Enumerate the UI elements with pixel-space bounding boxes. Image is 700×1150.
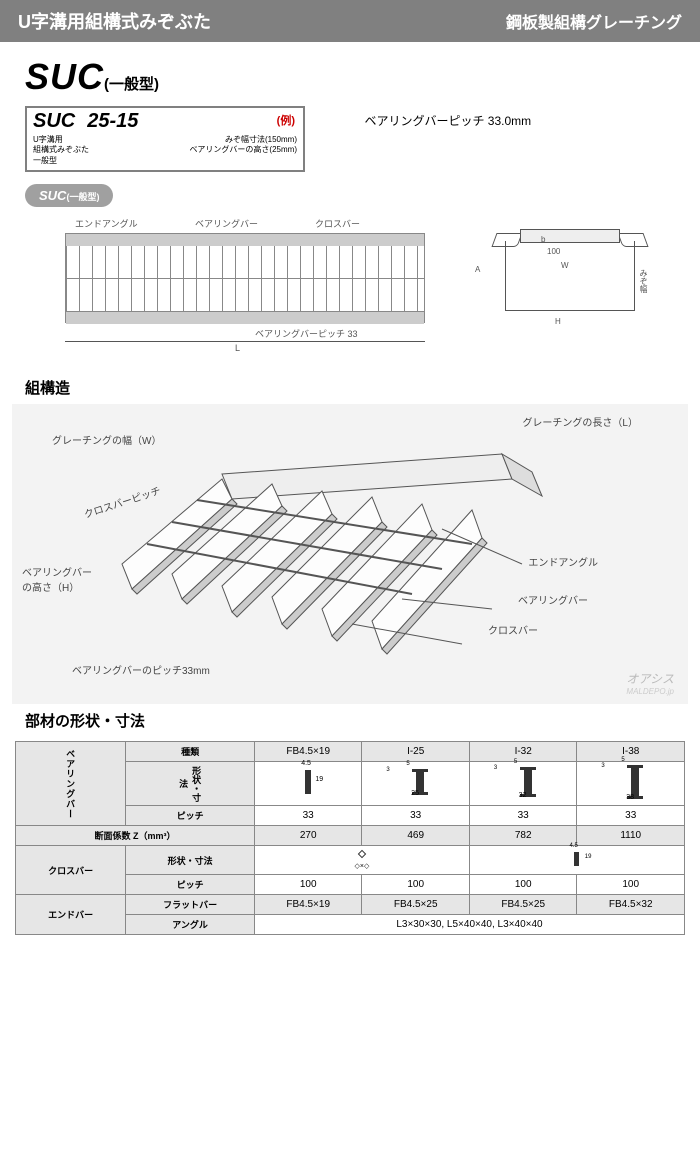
- fb-1: FB4.5×25: [362, 895, 470, 915]
- lbl-b: b: [541, 235, 545, 244]
- top-diagram: エンドアングル ベアリングバー クロスバー ベアリングバーピッチ 33 L A …: [25, 211, 675, 361]
- product-sub: (一般型): [104, 76, 159, 93]
- sm-3: 1110: [577, 826, 685, 846]
- col-pitch-b: ピッチ: [126, 806, 255, 826]
- col-sectmod: 断面係数 Z（mm³）: [16, 826, 255, 846]
- section-structure: 組構造: [0, 371, 700, 404]
- code-desc-left: U字溝用 組構式みぞぶた 一般型: [33, 135, 89, 166]
- section-spec: 部材の形状・寸法: [0, 704, 700, 737]
- grating-top-view: [65, 233, 425, 323]
- lbl-bearing: ベアリングバー: [195, 217, 258, 230]
- shape-2: 53 32: [469, 762, 577, 806]
- product-main: SUC: [25, 56, 104, 97]
- rh-cross: クロスバー: [16, 846, 126, 895]
- header-left: U字溝用組構式みぞぶた: [18, 8, 211, 34]
- code-desc-r1: みぞ幅寸法(150mm): [189, 135, 297, 145]
- iso-lbl-bearingh: ベアリングバー の高さ（H）: [22, 564, 92, 594]
- rh-end: エンドバー: [16, 895, 126, 935]
- badge-text: SUC: [39, 188, 66, 203]
- badge-sub: (一般型): [66, 192, 99, 202]
- lbl-L: L: [235, 343, 240, 353]
- cross-shape-2: [469, 846, 684, 875]
- cp-1: 100: [362, 875, 470, 895]
- sm-1: 469: [362, 826, 470, 846]
- code-example: (例): [277, 112, 295, 128]
- watermark: オアシス MALDEPO.jp: [626, 670, 674, 696]
- code-suc: SUC: [33, 110, 75, 133]
- bp-1: 33: [362, 806, 470, 826]
- type-2: I-32: [469, 742, 577, 762]
- iso-lbl-length: グレーチングの長さ（L）: [522, 414, 638, 429]
- product-title: SUC(一般型): [0, 42, 700, 106]
- code-num: 25-15: [87, 110, 138, 133]
- col-type: 種類: [126, 742, 255, 762]
- sm-0: 270: [254, 826, 362, 846]
- bp-3: 33: [577, 806, 685, 826]
- cross-shape-1: ◇×◇: [254, 846, 469, 875]
- bp-2: 33: [469, 806, 577, 826]
- iso-grating: [102, 444, 562, 684]
- col-shape-c: 形状・寸法: [126, 846, 255, 875]
- code-box: (例) SUC 25-15 U字溝用 組構式みぞぶた 一般型 みぞ幅寸法(150…: [25, 106, 305, 172]
- col-pitch-c: ピッチ: [126, 875, 255, 895]
- lbl-mizo: みぞ幅: [638, 269, 649, 293]
- shape-1: 53 25: [362, 762, 470, 806]
- col-flat: フラットバー: [126, 895, 255, 915]
- header-bar: U字溝用組構式みぞぶた 鋼板製組構グレーチング: [0, 0, 700, 42]
- iso-diagram: グレーチングの幅（W） グレーチングの長さ（L） クロスバーピッチ ベアリングバ…: [12, 404, 688, 704]
- shape-3: 53 38: [577, 762, 685, 806]
- lbl-100: 100: [547, 247, 560, 256]
- type-0: FB4.5×19: [254, 742, 362, 762]
- fb-0: FB4.5×19: [254, 895, 362, 915]
- cp-0: 100: [254, 875, 362, 895]
- lbl-H: H: [555, 317, 561, 326]
- badge: SUC(一般型): [25, 184, 113, 207]
- spec-table: ベアリングバー 種類 FB4.5×19 I-25 I-32 I-38 形状・寸法…: [15, 741, 685, 935]
- rh-bearing: ベアリングバー: [16, 742, 126, 826]
- lbl-pitch33: ベアリングバーピッチ 33: [255, 327, 358, 340]
- lbl-endangle: エンドアングル: [75, 217, 138, 230]
- lbl-A: A: [475, 265, 480, 274]
- bp-0: 33: [254, 806, 362, 826]
- watermark-sub: MALDEPO.jp: [626, 687, 674, 696]
- angle-val: L3×30×30, L5×40×40, L3×40×40: [254, 915, 684, 935]
- cp-3: 100: [577, 875, 685, 895]
- fb-2: FB4.5×25: [469, 895, 577, 915]
- col-shape: 形状・寸法: [126, 762, 255, 806]
- pitch-note: ベアリングバーピッチ 33.0mm: [334, 112, 531, 129]
- fb-3: FB4.5×32: [577, 895, 685, 915]
- badge-row: SUC(一般型): [25, 184, 675, 207]
- lbl-cross: クロスバー: [315, 217, 360, 230]
- cp-2: 100: [469, 875, 577, 895]
- col-angle: アングル: [126, 915, 255, 935]
- code-desc-r2: ベアリングバーの高さ(25mm): [189, 145, 297, 155]
- watermark-main: オアシス: [626, 672, 674, 686]
- sm-2: 782: [469, 826, 577, 846]
- section-view: A 100 W b みぞ幅 H: [495, 231, 645, 331]
- lbl-W: W: [561, 261, 569, 270]
- type-3: I-38: [577, 742, 685, 762]
- header-right: 鋼板製組構グレーチング: [506, 9, 682, 33]
- shape-0: [254, 762, 362, 806]
- type-1: I-25: [362, 742, 470, 762]
